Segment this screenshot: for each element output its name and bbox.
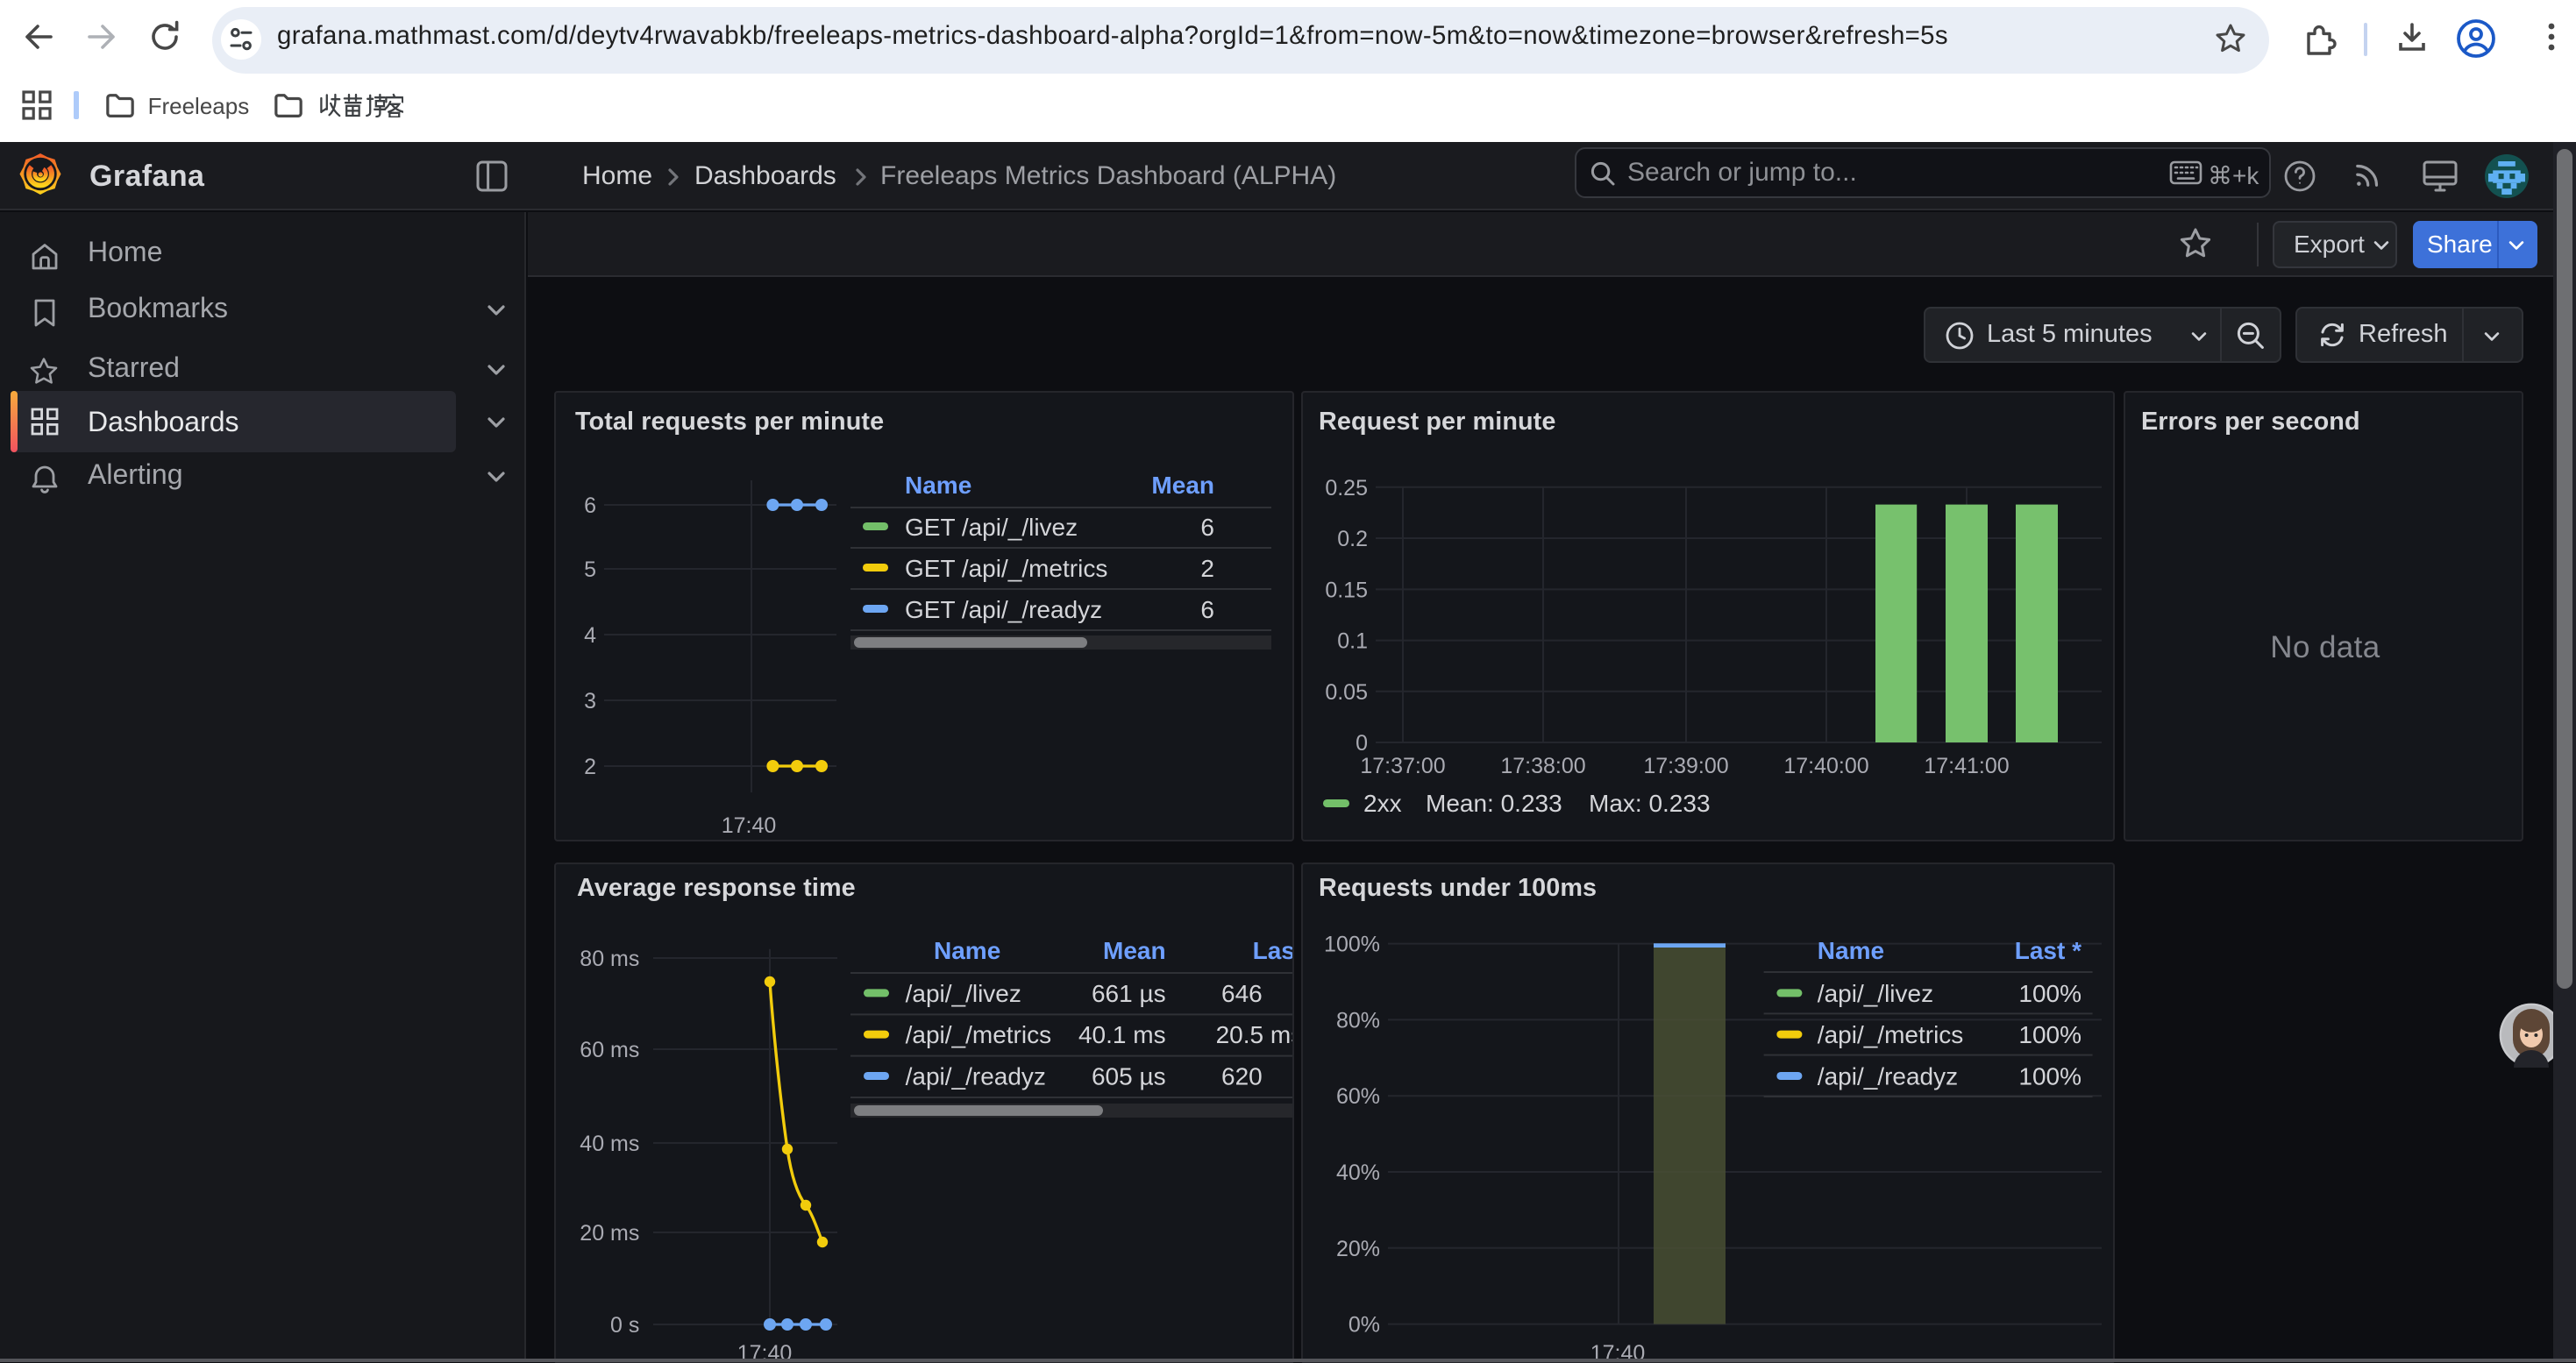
svg-text:2: 2 <box>1200 555 1214 582</box>
svg-text:6: 6 <box>1200 596 1214 623</box>
svg-text:Name: Name <box>1817 936 1883 963</box>
svg-text:Name: Name <box>905 472 971 499</box>
svg-text:/api/_/metrics: /api/_/metrics <box>1817 1020 1963 1047</box>
svg-text:100%: 100% <box>2017 1062 2081 1090</box>
svg-text:Last *: Last * <box>1253 936 1294 963</box>
svg-text:0.2: 0.2 <box>1336 527 1367 551</box>
svg-text:100%: 100% <box>2017 1020 2081 1047</box>
svg-text:0.05: 0.05 <box>1324 680 1367 705</box>
svg-text:20.5 ms: 20.5 ms <box>1216 1020 1294 1047</box>
svg-text:Name: Name <box>934 936 1000 963</box>
svg-text:17:37:00: 17:37:00 <box>1359 754 1444 778</box>
svg-text:0%: 0% <box>1348 1312 1379 1337</box>
svg-text:40%: 40% <box>1335 1160 1379 1184</box>
svg-text:100%: 100% <box>1323 932 1379 956</box>
svg-text:3: 3 <box>584 689 596 713</box>
svg-text:20%: 20% <box>1335 1236 1379 1260</box>
svg-text:/api/_/livez: /api/_/livez <box>1817 979 1932 1006</box>
svg-text:/api/_/metrics: /api/_/metrics <box>906 1020 1052 1047</box>
svg-text:6: 6 <box>584 493 596 518</box>
svg-text:17:41:00: 17:41:00 <box>1923 754 2008 778</box>
svg-text:661 µs: 661 µs <box>1092 979 1166 1006</box>
svg-text:17:40:00: 17:40:00 <box>1783 754 1868 778</box>
svg-text:/api/_/readyz: /api/_/readyz <box>1817 1062 1957 1090</box>
svg-text:2xx: 2xx <box>1363 790 1401 817</box>
svg-text:80 ms: 80 ms <box>580 946 639 970</box>
svg-text:620: 620 <box>1221 1062 1263 1090</box>
svg-text:Max: 0.233: Max: 0.233 <box>1588 790 1710 817</box>
svg-text:GET /api/_/livez: GET /api/_/livez <box>905 514 1078 541</box>
svg-text:GET /api/_/metrics: GET /api/_/metrics <box>905 555 1107 582</box>
svg-text:2: 2 <box>584 755 596 779</box>
svg-text:100%: 100% <box>2017 979 2081 1006</box>
svg-text:5: 5 <box>584 557 596 582</box>
svg-text:6: 6 <box>1200 514 1214 541</box>
svg-text:4: 4 <box>584 623 596 648</box>
svg-text:80%: 80% <box>1335 1007 1379 1032</box>
svg-text:0.25: 0.25 <box>1324 476 1367 500</box>
svg-text:0 s: 0 s <box>610 1312 639 1337</box>
svg-text:40 ms: 40 ms <box>580 1131 639 1155</box>
svg-text:Mean: 0.233: Mean: 0.233 <box>1425 790 1562 817</box>
svg-text:Mean: Mean <box>1151 472 1214 499</box>
svg-text:17:39:00: 17:39:00 <box>1642 754 1727 778</box>
svg-text:20 ms: 20 ms <box>580 1220 639 1245</box>
svg-text:40.1 ms: 40.1 ms <box>1078 1020 1166 1047</box>
svg-text:Last *: Last * <box>2014 936 2081 963</box>
svg-text:60%: 60% <box>1335 1083 1379 1108</box>
svg-text:GET /api/_/readyz: GET /api/_/readyz <box>905 596 1102 623</box>
svg-text:60 ms: 60 ms <box>580 1037 639 1061</box>
svg-text:0: 0 <box>1355 731 1367 756</box>
svg-text:0.1: 0.1 <box>1336 629 1367 654</box>
svg-text:/api/_/readyz: /api/_/readyz <box>906 1062 1046 1090</box>
svg-text:0.15: 0.15 <box>1324 578 1367 602</box>
svg-text:17:40: 17:40 <box>722 813 777 838</box>
svg-text:/api/_/livez: /api/_/livez <box>906 979 1021 1006</box>
svg-text:Mean: Mean <box>1103 936 1166 963</box>
svg-text:646: 646 <box>1221 979 1263 1006</box>
svg-text:17:38:00: 17:38:00 <box>1499 754 1584 778</box>
svg-text:605 µs: 605 µs <box>1092 1062 1166 1090</box>
